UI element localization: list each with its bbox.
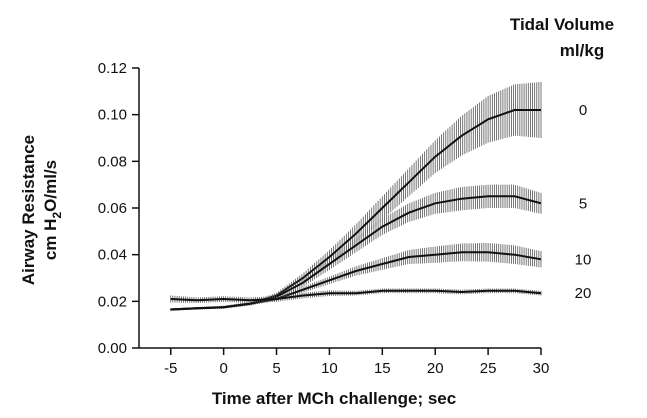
y-tick-label: 0.12 (98, 60, 127, 77)
series-line (170, 251, 542, 311)
x-axis-title: Time after MCh challenge; sec (212, 389, 456, 408)
y-tick-label: 0.02 (98, 293, 127, 310)
series-10 (170, 243, 542, 311)
x-tick-label: -5 (164, 360, 177, 377)
y-tick-label: 0.04 (98, 247, 127, 264)
series-0 (170, 82, 542, 311)
x-tick-label: 0 (219, 360, 227, 377)
y-axis-unit-pre: cm H (41, 219, 60, 261)
y-axis-unit-sub: 2 (50, 212, 64, 219)
y-ticks: 0.00 0.02 0.04 0.06 0.08 0.10 0.12 (98, 60, 139, 357)
y-tick-label: 0.06 (98, 200, 127, 217)
series-line (170, 289, 542, 302)
series-labels: 0 5 10 20 (575, 102, 592, 302)
x-tick-label: 5 (272, 360, 280, 377)
y-tick-label: 0.10 (98, 107, 127, 124)
y-axis-title: Airway Resistance cm H2O/ml/s (19, 135, 64, 285)
y-axis-unit-post: O/ml/s (41, 160, 60, 212)
series-layer (170, 82, 542, 311)
legend-title-line1: Tidal Volume (510, 15, 614, 34)
y-axis-title-line2: cm H2O/ml/s (41, 160, 64, 260)
x-tick-label: 25 (480, 360, 497, 377)
series-label: 0 (579, 102, 587, 119)
series-20 (170, 288, 542, 303)
y-axis-title-line1: Airway Resistance (19, 135, 38, 285)
y-tick-label: 0.08 (98, 153, 127, 170)
series-line (170, 109, 541, 311)
legend-title-line2: ml/kg (560, 41, 604, 60)
y-tick-label: 0.00 (98, 340, 127, 357)
x-tick-label: 30 (533, 360, 550, 377)
x-tick-label: 10 (321, 360, 338, 377)
axes (138, 68, 541, 349)
series-label: 5 (579, 195, 587, 212)
series-label: 20 (575, 285, 592, 302)
x-tick-label: 15 (374, 360, 391, 377)
series-label: 10 (575, 251, 592, 268)
x-tick-label: 20 (427, 360, 444, 377)
x-ticks: -5 0 5 10 15 20 25 30 (164, 348, 549, 377)
